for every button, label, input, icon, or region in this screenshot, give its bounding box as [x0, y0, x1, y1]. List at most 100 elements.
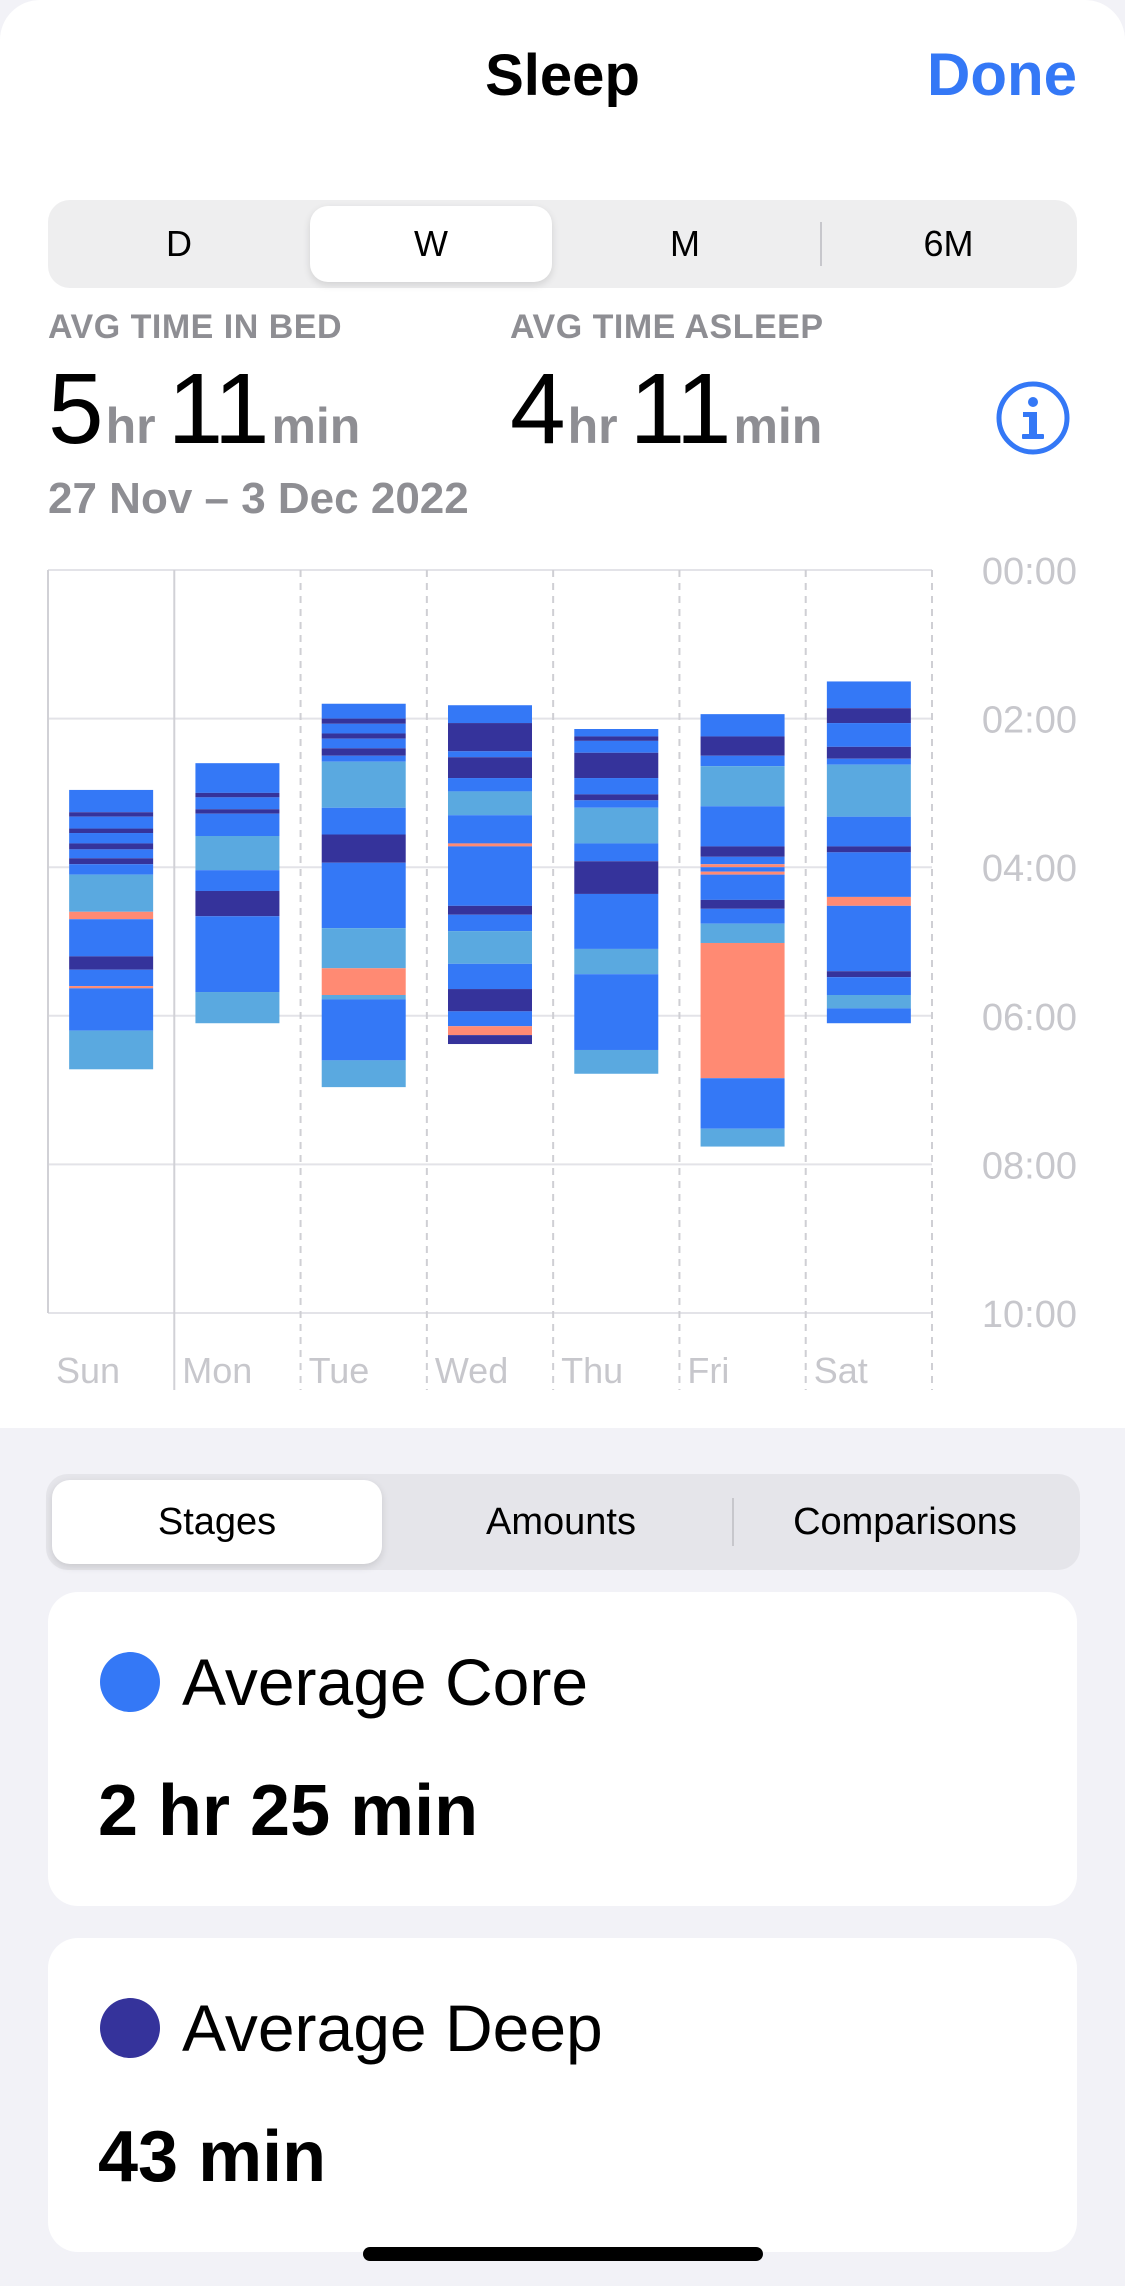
- sleep-segment-core: [69, 969, 154, 987]
- sleep-segment-core: [321, 738, 406, 749]
- sleep-segment-rem: [826, 994, 911, 1009]
- sleep-segment-deep: [700, 736, 785, 756]
- x-tick-label: Wed: [435, 1350, 508, 1391]
- sleep-segment-core: [321, 755, 406, 762]
- tab-six-months[interactable]: 6M: [923, 223, 974, 264]
- sleep-segment-rem: [69, 874, 154, 912]
- sleep-segment-core: [700, 908, 785, 924]
- time-in-bed-value: 5hr 11min: [48, 352, 372, 467]
- sleep-segment-core: [321, 862, 406, 929]
- tab-week[interactable]: W: [310, 206, 552, 282]
- sleep-segment-deep: [321, 733, 406, 739]
- average-deep-value: 43 min: [98, 2117, 327, 2197]
- average-core-card[interactable]: Average Core 2 hr 25 min: [48, 1592, 1077, 1906]
- sleep-segment-core: [700, 714, 785, 737]
- sleep-segment-core: [826, 723, 911, 747]
- sleep-segment-deep: [195, 890, 280, 917]
- x-tick-label: Sat: [814, 1350, 868, 1391]
- home-indicator[interactable]: [363, 2247, 763, 2261]
- sleep-chart: 00:00 02:00 04:00 06:00 08:00 10:00 Sun Mon Tue W…: [47, 551, 1077, 1391]
- sleep-segment-core: [69, 864, 154, 875]
- sleep-segment-awake: [700, 942, 785, 1079]
- tab-month[interactable]: M: [670, 223, 700, 264]
- sleep-segment-core: [826, 977, 911, 995]
- time-asleep-hours: 4: [510, 353, 566, 465]
- sleep-segment-deep: [826, 971, 911, 978]
- deep-color-dot: [100, 1998, 160, 2058]
- sleep-segment-awake: [448, 1026, 532, 1036]
- sleep-segment-core: [321, 703, 406, 719]
- sleep-segment-rem: [195, 992, 280, 1024]
- time-in-bed-label: AVG TIME IN BED: [48, 308, 342, 346]
- sleep-segment-core: [826, 905, 911, 972]
- sleep-segment-core: [448, 914, 532, 932]
- core-color-dot: [100, 1652, 160, 1712]
- segment-divider: [732, 1498, 734, 1546]
- sleep-segment-deep: [826, 708, 911, 724]
- sleep-segment-core: [69, 919, 154, 957]
- time-asleep-minutes: 11: [629, 353, 732, 465]
- period-segmented-control: D W M 6M: [48, 200, 1077, 288]
- sleep-segment-deep: [574, 752, 659, 779]
- sleep-segment-deep: [448, 905, 532, 915]
- sleep-segment-core: [826, 1008, 911, 1024]
- sleep-segment-deep: [321, 834, 406, 863]
- tab-day[interactable]: D: [166, 223, 192, 264]
- y-tick-label: 08:00: [982, 1145, 1077, 1187]
- sleep-segment-deep: [321, 718, 406, 724]
- sleep-segment-core: [448, 778, 532, 792]
- sleep-segment-core: [700, 874, 785, 900]
- sleep-segment-rem: [826, 764, 911, 817]
- sleep-segment-core: [448, 846, 532, 906]
- tab-amounts[interactable]: Amounts: [486, 1501, 636, 1543]
- sleep-segment-core: [574, 843, 659, 862]
- sleep-segment-core: [826, 681, 911, 709]
- sleep-segment-rem: [321, 761, 406, 808]
- sleep-segment-core: [826, 816, 911, 847]
- sleep-segment-core: [448, 751, 532, 758]
- time-asleep-value: 4hr 11min: [510, 352, 834, 467]
- sleep-segment-rem: [700, 766, 785, 807]
- sleep-segment-awake: [826, 896, 911, 906]
- sleep-segment-core: [574, 974, 659, 1050]
- sleep-segment-rem: [448, 791, 532, 816]
- sleep-segment-core: [69, 988, 154, 1031]
- x-tick-label: Thu: [561, 1350, 623, 1391]
- x-tick-label: Tue: [309, 1350, 370, 1391]
- sleep-segment-core: [700, 806, 785, 847]
- sleep-segment-core: [195, 813, 280, 836]
- y-tick-label: 04:00: [982, 848, 1077, 890]
- tab-comparisons[interactable]: Comparisons: [793, 1501, 1017, 1543]
- sleep-segment-deep: [448, 757, 532, 779]
- sleep-segment-deep: [195, 809, 280, 814]
- sleep-segment-awake: [700, 871, 785, 875]
- sleep-segment-core: [574, 800, 659, 808]
- average-deep-card[interactable]: Average Deep 43 min: [48, 1938, 1077, 2252]
- sleep-segment-deep: [69, 812, 154, 817]
- info-circle-icon[interactable]: [995, 380, 1071, 456]
- sleep-segment-deep: [448, 989, 532, 1012]
- sleep-segment-core: [69, 833, 154, 844]
- sleep-segment-awake: [69, 911, 154, 920]
- done-button[interactable]: Done: [927, 41, 1077, 108]
- time-in-bed-min-unit: min: [271, 398, 361, 454]
- sleep-segment-awake: [448, 843, 532, 847]
- sleep-segment-deep: [69, 956, 154, 970]
- time-asleep-min-unit: min: [733, 398, 823, 454]
- sleep-segment-core: [448, 815, 532, 844]
- average-core-value: 2 hr 25 min: [98, 1771, 479, 1851]
- sleep-segment-core: [574, 778, 659, 795]
- sleep-segment-rem: [321, 928, 406, 969]
- sleep-segment-deep: [574, 736, 659, 741]
- sleep-segment-deep: [69, 828, 154, 834]
- y-tick-label: 10:00: [982, 1294, 1077, 1336]
- time-asleep-label: AVG TIME ASLEEP: [510, 308, 824, 346]
- sleep-segment-rem: [700, 1128, 785, 1147]
- tab-stages[interactable]: Stages: [52, 1480, 382, 1564]
- sleep-segment-core: [69, 816, 154, 829]
- sleep-segment-deep: [69, 843, 154, 850]
- sleep-segment-rem: [195, 835, 280, 871]
- sleep-segment-deep: [574, 861, 659, 894]
- sleep-segment-rem: [574, 807, 659, 844]
- date-range: 27 Nov – 3 Dec 2022: [48, 474, 469, 523]
